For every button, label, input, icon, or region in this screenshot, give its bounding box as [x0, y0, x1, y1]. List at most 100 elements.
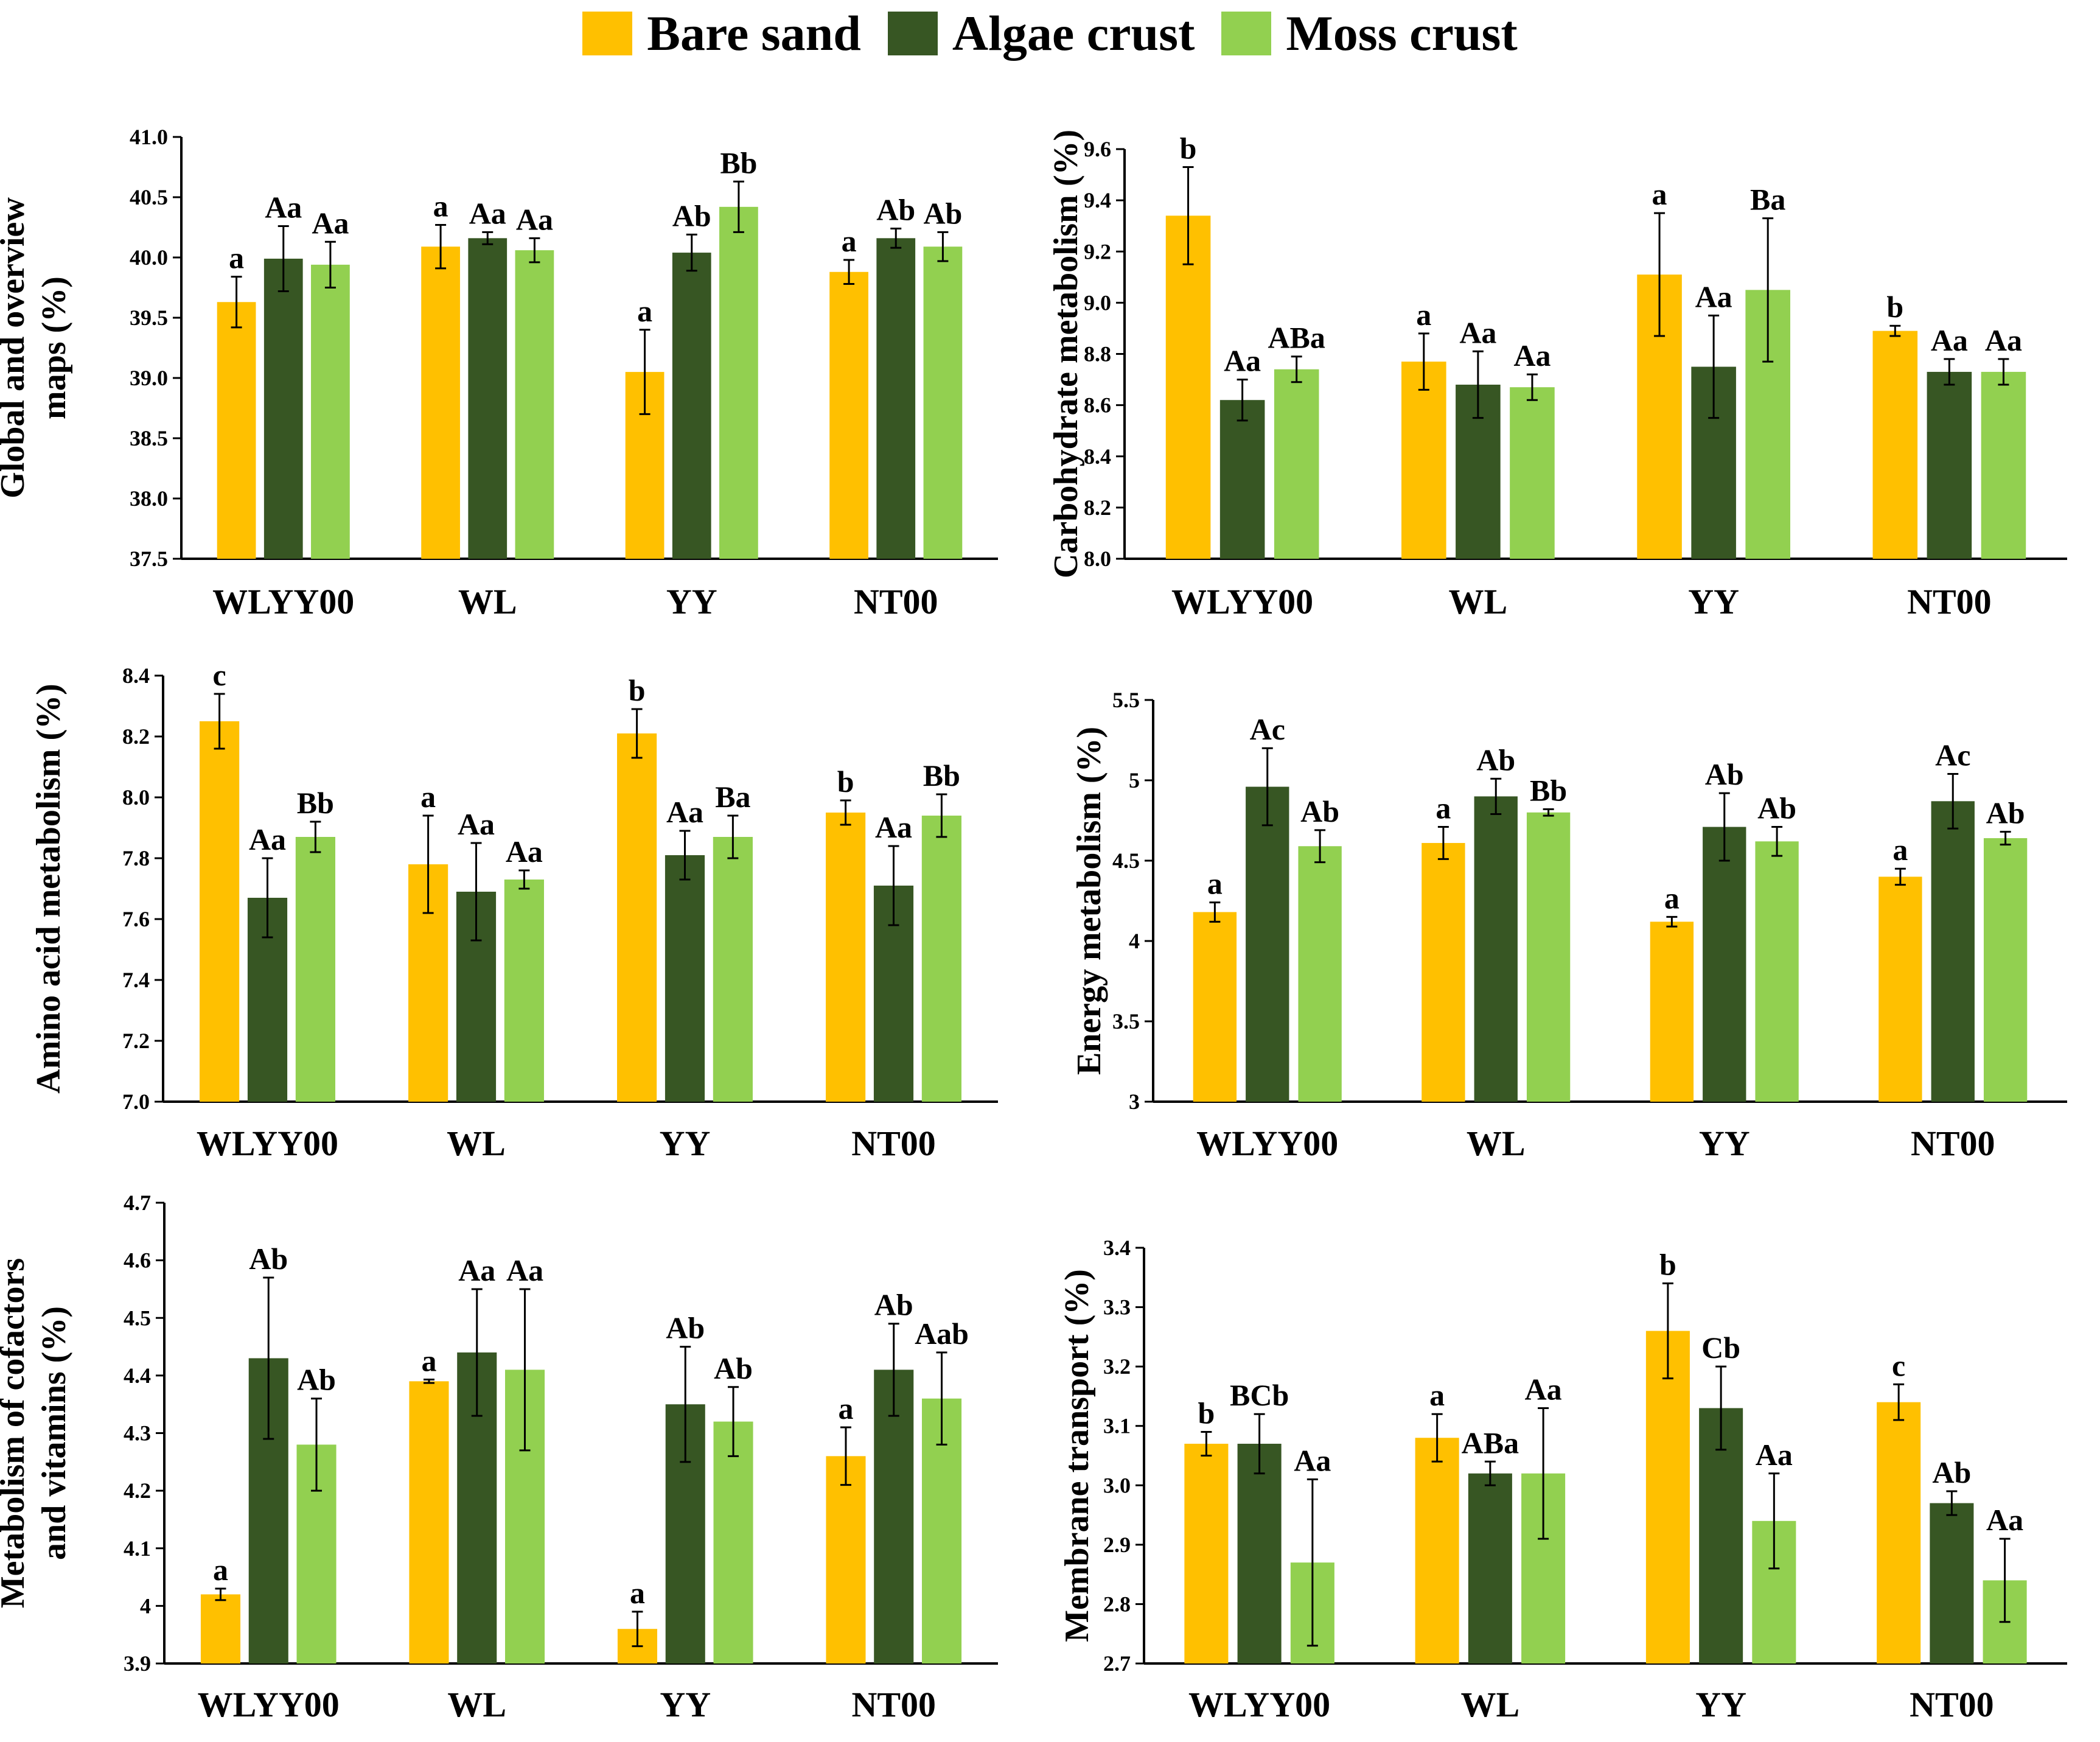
x-tick-label: YY	[1699, 1124, 1750, 1163]
significance-label: Ab	[1705, 757, 1744, 791]
bar-bare-sand	[829, 271, 868, 559]
x-tick-label: NT00	[851, 1124, 936, 1163]
significance-label: Aa	[1525, 1372, 1562, 1406]
bar-moss-crust	[1298, 846, 1342, 1102]
y-tick-label: 4.2	[124, 1478, 151, 1503]
bar-moss-crust	[1755, 841, 1799, 1102]
y-tick-label: 3.5	[1112, 1009, 1140, 1034]
bar-bare-sand	[1872, 331, 1918, 559]
bar-moss-crust	[921, 816, 961, 1102]
y-axis-title: and vitamins (%)	[35, 1306, 73, 1560]
significance-label: Aa	[1986, 1503, 2023, 1537]
y-tick-label: 3.2	[1103, 1354, 1131, 1379]
y-tick-label: 3.0	[1103, 1473, 1131, 1497]
y-tick-label: 38.0	[130, 486, 168, 511]
significance-label: Aa	[875, 810, 912, 844]
y-tick-label: 8.4	[1084, 444, 1111, 469]
x-tick-label: YY	[660, 1685, 711, 1724]
bar-bare-sand	[1165, 215, 1211, 559]
legend-label-algae-crust: Algae crust	[952, 5, 1195, 61]
significance-label: c	[213, 658, 226, 692]
significance-label: a	[637, 294, 652, 328]
y-tick-label: 7.6	[122, 907, 150, 931]
bar-moss-crust	[1983, 838, 2028, 1102]
significance-label: a	[420, 780, 436, 814]
significance-label: Ab	[672, 198, 711, 233]
legend-swatch-algae-crust	[887, 12, 938, 55]
y-tick-label: 5.5	[1112, 688, 1140, 712]
significance-label: Aa	[312, 206, 349, 240]
bar-algae-crust	[1699, 1408, 1743, 1663]
significance-label: b	[837, 764, 854, 799]
y-tick-label: 38.5	[130, 426, 168, 450]
significance-label: c	[1892, 1348, 1905, 1382]
legend-item-algae-crust: Algae crust	[887, 5, 1195, 62]
x-tick-label: WLYY00	[1188, 1685, 1330, 1724]
significance-label: Aa	[1294, 1444, 1331, 1478]
significance-label: Aa	[1513, 338, 1551, 373]
bar-moss-crust	[1526, 812, 1571, 1102]
y-tick-label: 9.4	[1084, 188, 1111, 212]
bar-algae-crust	[1246, 786, 1289, 1102]
x-tick-label: WLYY00	[212, 582, 354, 621]
significance-label: Aa	[1459, 315, 1496, 349]
significance-label: Ab	[714, 1351, 753, 1385]
legend-item-bare-sand: Bare sand	[582, 5, 861, 62]
y-tick-label: 4	[1129, 929, 1140, 953]
y-axis-title: Metabolism of cofactors	[0, 1258, 32, 1608]
significance-label: Bb	[297, 786, 334, 820]
bar-moss-crust	[311, 264, 350, 559]
y-tick-label: 3.4	[1103, 1236, 1131, 1260]
significance-label: a	[1416, 298, 1431, 332]
y-tick-label: 2.9	[1103, 1533, 1131, 1557]
y-tick-label: 8.0	[1084, 547, 1111, 571]
bar-moss-crust	[923, 247, 963, 559]
significance-label: a	[433, 189, 448, 223]
x-tick-label: NT00	[1910, 1685, 1994, 1724]
y-tick-label: 9.6	[1084, 137, 1111, 161]
y-axis-title: maps (%)	[35, 276, 73, 419]
legend-item-moss-crust: Moss crust	[1221, 5, 1518, 62]
significance-label: Aa	[516, 202, 553, 236]
significance-label: a	[838, 1391, 853, 1425]
significance-label: b	[629, 673, 646, 707]
bar-algae-crust	[1931, 801, 1975, 1102]
x-tick-label: WL	[447, 1124, 506, 1163]
significance-label: Aa	[1931, 323, 1968, 357]
bar-algae-crust	[672, 253, 711, 559]
y-tick-label: 7.4	[122, 968, 150, 992]
bar-bare-sand	[1877, 1402, 1921, 1663]
x-tick-label: NT00	[1911, 1124, 1995, 1163]
y-tick-label: 37.5	[130, 547, 168, 571]
y-tick-label: 3	[1129, 1090, 1140, 1114]
y-tick-label: 41.0	[130, 125, 168, 149]
bar-bare-sand	[1415, 1438, 1459, 1663]
y-tick-label: 39.5	[130, 306, 168, 330]
significance-label: Ab	[1757, 791, 1796, 825]
y-tick-label: 9.0	[1084, 290, 1111, 315]
significance-label: Ab	[1300, 794, 1339, 828]
chart-panel-6: 2.7 2.8 2.9 3.0 3.1 3.2 3.3 3.4 Membrane transpo…	[1058, 1236, 2067, 1724]
y-tick-label: 4.7	[124, 1191, 151, 1215]
y-tick-label: 4.3	[124, 1421, 151, 1446]
significance-label: Aa	[1695, 279, 1732, 313]
bar-algae-crust	[1927, 371, 1972, 559]
legend-label-moss-crust: Moss crust	[1286, 5, 1518, 61]
y-tick-label: 4	[140, 1593, 151, 1618]
y-axis-title: Carbohydrate metabolism (%)	[1047, 130, 1085, 578]
legend: Bare sand Algae crust Moss crust	[0, 0, 2100, 67]
significance-label: b	[1659, 1248, 1676, 1282]
significance-label: Ac	[1250, 712, 1285, 746]
chart-panel-3: 7.0 7.2 7.4 7.6 7.8 8.0 8.2 8.4 Amino acid metab…	[30, 658, 998, 1163]
significance-label: Ab	[874, 1288, 913, 1322]
significance-label: Bb	[720, 145, 757, 180]
legend-swatch-moss-crust	[1221, 12, 1272, 55]
significance-label: a	[1652, 177, 1667, 211]
x-tick-label: YY	[1695, 1685, 1746, 1724]
significance-label: Aa	[249, 822, 286, 856]
x-tick-label: WLYY00	[198, 1685, 340, 1724]
significance-label: a	[1664, 881, 1680, 915]
bar-moss-crust	[713, 1421, 753, 1663]
significance-label: Ab	[923, 196, 962, 230]
